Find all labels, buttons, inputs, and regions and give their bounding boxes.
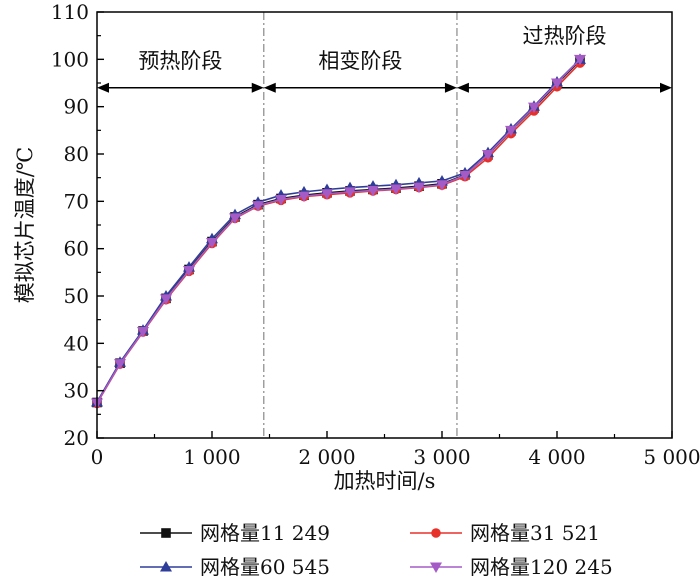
phase-arrow-head-left [263, 82, 276, 93]
x-tick-label: 1 000 [183, 445, 240, 469]
data-point [275, 194, 287, 206]
data-point [413, 182, 425, 194]
plot-area: 预热阶段 相变阶段 过热阶段 [91, 12, 672, 438]
x-axis-title: 加热时间/s [334, 469, 436, 493]
phase-arrow-head-left [456, 82, 469, 93]
data-point [344, 187, 356, 198]
axes: 0 1 000 2 000 3 000 4 000 5 000 20 30 40 50 60 70 80… [13, 0, 700, 493]
x-tick-label: 2 000 [298, 445, 355, 469]
series-2 [91, 53, 586, 407]
legend-marker [430, 562, 442, 573]
legend-item: 网格量11 249 [140, 521, 330, 545]
legend: 网格量11 249 网格量31 521 网格量60 545 网格量120 245 [140, 521, 613, 579]
data-point [298, 191, 310, 203]
data-point [160, 294, 172, 305]
x-tick-label: 0 [91, 445, 104, 469]
legend-item: 网格量120 245 [410, 555, 613, 579]
y-axis-title: 模拟芯片温度/℃ [13, 147, 37, 304]
legend-marker [160, 561, 172, 572]
legend-label: 网格量31 521 [470, 521, 600, 545]
y-tick-label: 90 [64, 95, 89, 119]
series-line [96, 62, 581, 404]
phase-arrow-head-right [251, 82, 264, 93]
data-point [505, 125, 517, 137]
y-tick-label: 30 [64, 379, 89, 403]
legend-label: 网格量11 249 [200, 521, 330, 545]
legend-item: 网格量60 545 [140, 555, 330, 579]
data-point [367, 185, 379, 197]
y-tick-label: 60 [64, 237, 89, 261]
y-tick-label: 80 [64, 142, 89, 166]
data-point [390, 184, 402, 196]
legend-marker [161, 528, 171, 538]
plot-frame [96, 11, 673, 439]
y-tick-label: 40 [64, 331, 89, 355]
data-point [551, 78, 563, 89]
data-point [114, 359, 126, 370]
phase-label: 相变阶段 [318, 49, 402, 73]
y-tick-label: 70 [64, 189, 89, 213]
phase-label: 过热阶段 [522, 24, 606, 48]
phase-label: 预热阶段 [138, 49, 222, 73]
x-tick-label: 4 000 [528, 445, 585, 469]
data-point [528, 102, 540, 114]
legend-label: 网格量120 245 [470, 555, 613, 579]
series-0 [92, 55, 585, 408]
y-tick-label: 100 [51, 47, 89, 71]
x-tick-label: 5 000 [643, 445, 700, 469]
phase-arrow-head-left [97, 82, 109, 93]
data-point [252, 201, 264, 212]
y-tick-label: 50 [64, 284, 89, 308]
legend-item: 网格量31 521 [410, 521, 600, 545]
y-tick-label: 110 [51, 0, 89, 24]
series-line [96, 59, 581, 403]
data-point [482, 149, 494, 161]
data-point [574, 54, 586, 66]
legend-label: 网格量60 545 [200, 555, 330, 579]
series-line [96, 58, 581, 404]
phase-arrow-head-right [444, 82, 457, 93]
data-point [206, 238, 218, 249]
phase-arrow-head-right [660, 82, 672, 93]
legend-marker [431, 528, 441, 538]
data-point [436, 180, 448, 191]
data-point [183, 265, 195, 277]
series-line [96, 58, 581, 403]
data-point [459, 170, 471, 182]
x-tick-label: 3 000 [413, 445, 470, 469]
y-tick-label: 20 [64, 426, 89, 450]
series-3 [91, 54, 586, 409]
data-point [229, 213, 241, 224]
data-point [137, 327, 149, 338]
data-point [321, 189, 333, 200]
series-1 [92, 58, 585, 409]
